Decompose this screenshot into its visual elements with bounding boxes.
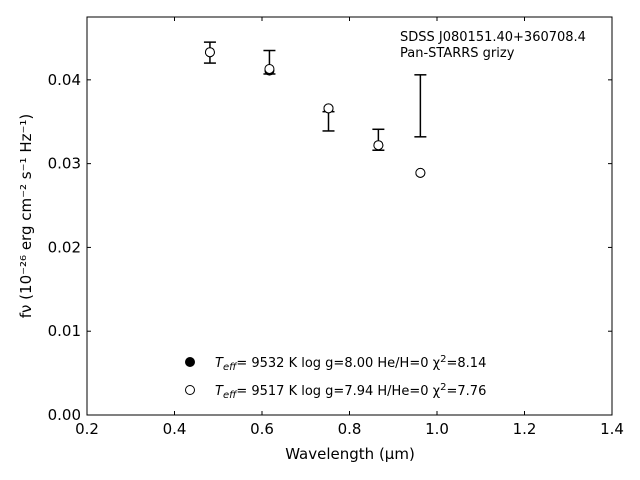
- x-tick-label: 0.2: [75, 420, 99, 438]
- annotation-survey: Pan-STARRS grizy: [400, 46, 515, 61]
- model-series: [204, 47, 426, 178]
- y-tick-label: 0.00: [48, 406, 81, 424]
- x-tick-label: 1.2: [513, 420, 537, 438]
- model-point-open: [204, 47, 215, 58]
- y-tick-label: 0.04: [48, 71, 81, 89]
- y-axis-title: fν (10⁻²⁶ erg cm⁻² s⁻¹ Hz⁻¹): [17, 114, 35, 319]
- x-tick-label: 0.6: [250, 420, 274, 438]
- model-point-open: [323, 103, 334, 114]
- legend-marker: [185, 385, 195, 395]
- y-tick-label: 0.02: [48, 238, 81, 256]
- x-axis-title: Wavelength (μm): [285, 445, 415, 463]
- legend: Teff= 9532 K log g=8.00 He/H=0 χ2=8.14 Te…: [185, 354, 486, 401]
- x-axis: 0.2 0.4 0.6 0.8 1.0 1.2 1.4: [75, 17, 624, 438]
- legend-marker: [185, 357, 195, 367]
- legend-entry-label: Teff= 9517 K log g=7.94 H/He=0 χ2=7.76: [215, 382, 486, 401]
- annotation-object-name: SDSS J080151.40+360708.4: [400, 30, 586, 45]
- model-point-open: [264, 63, 275, 74]
- x-tick-label: 1.0: [425, 420, 449, 438]
- legend-entry-label: Teff= 9532 K log g=8.00 He/H=0 χ2=8.14: [215, 354, 486, 373]
- observed-errorbars: [203, 41, 427, 151]
- y-tick-label: 0.01: [48, 322, 81, 340]
- model-point-open: [373, 140, 384, 151]
- x-tick-label: 0.8: [338, 420, 362, 438]
- x-tick-label: 0.4: [163, 420, 187, 438]
- model-point-open: [415, 167, 426, 178]
- y-axis: 0.00 0.01 0.02 0.03 0.04: [48, 71, 612, 424]
- errorbar: [322, 110, 335, 132]
- errorbar: [414, 74, 427, 138]
- y-tick-label: 0.03: [48, 155, 81, 173]
- x-tick-label: 1.4: [600, 420, 624, 438]
